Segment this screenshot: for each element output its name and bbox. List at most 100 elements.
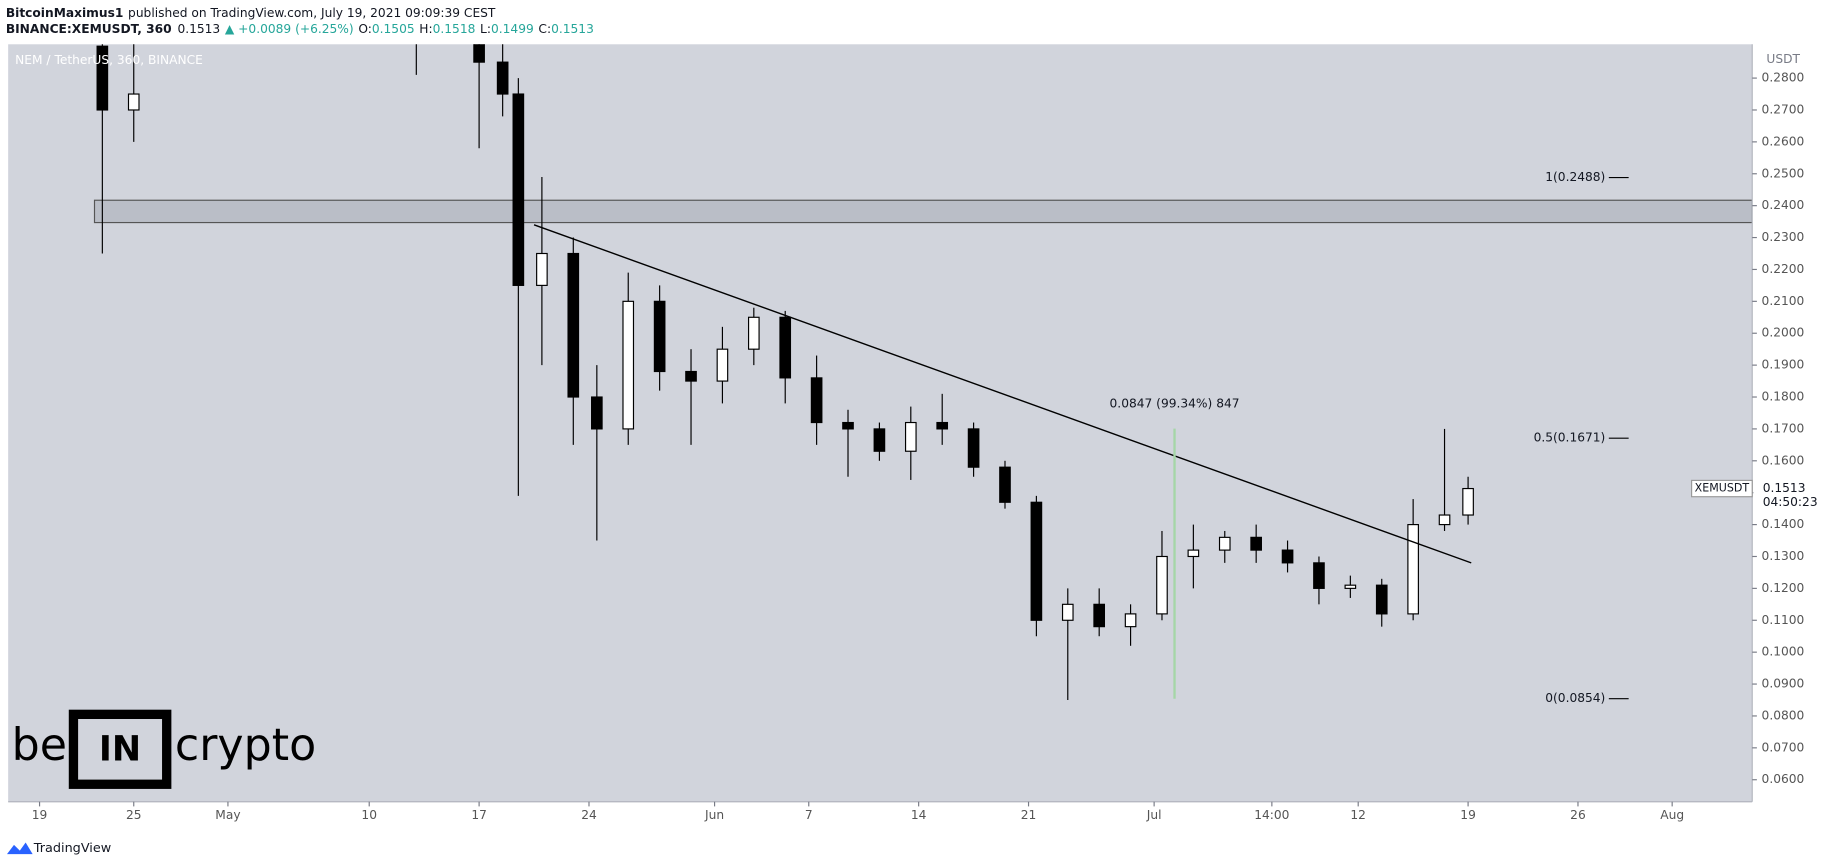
y-tick-label: 0.2300: [1762, 230, 1805, 244]
y-tick-label: 0.0900: [1762, 677, 1805, 691]
y-tick-label: 0.2500: [1762, 166, 1805, 180]
x-tick-label: 17: [471, 808, 487, 822]
o-label: O:: [358, 22, 372, 36]
plot-background: [8, 44, 1753, 802]
price: 0.1513: [177, 22, 220, 36]
x-tick-label: 26: [1570, 808, 1586, 822]
candle-body: [1250, 536, 1262, 551]
l-value: 0.1499: [491, 22, 534, 36]
candle-body: [1281, 549, 1294, 564]
y-tick-label: 0.1900: [1762, 358, 1805, 372]
y-tick-label: 0.2600: [1762, 134, 1805, 148]
candle-body: [936, 421, 949, 430]
candle-body: [967, 428, 980, 468]
watermark-box: [68, 709, 172, 789]
watermark-left: be: [12, 720, 67, 771]
author: BitcoinMaximus1: [6, 5, 124, 19]
symbol-label: XEMUSDT: [1695, 482, 1750, 495]
change: ▲ +0.0089 (+6.25%): [225, 22, 354, 36]
y-tick-label: 0.0600: [1762, 772, 1805, 786]
candle-body: [536, 252, 548, 286]
x-tick-label: 19: [1460, 808, 1476, 822]
o-value: 0.1505: [372, 22, 415, 36]
candle-body: [904, 421, 917, 452]
x-tick-label: Aug: [1660, 808, 1684, 822]
y-tick-label: 0.1000: [1762, 645, 1805, 659]
y-tick-label: 0.1600: [1762, 453, 1805, 467]
candle-body: [473, 44, 485, 63]
trendline: [533, 224, 1472, 564]
candle-body: [747, 316, 760, 350]
countdown-label: 04:50:23: [1763, 495, 1818, 509]
candle-body: [653, 300, 666, 373]
y-tick-label: 0.0800: [1762, 708, 1805, 722]
candle-body: [842, 421, 854, 430]
candle-body: [1438, 514, 1451, 526]
c-label: C:: [538, 22, 551, 36]
candle-body: [1156, 555, 1168, 615]
header-line-2: BINANCE:XEMUSDT, 360 0.1513 ▲ +0.0089 (+6.…: [6, 22, 594, 36]
y-tick-label: 0.2800: [1762, 71, 1805, 85]
candle-body: [96, 45, 109, 111]
y-tick-label: 0.1300: [1762, 549, 1805, 563]
candle-body: [127, 93, 140, 111]
x-tick-label: 14: [911, 808, 927, 822]
l-label: L:: [480, 22, 491, 36]
y-tick-label: 0.1200: [1762, 581, 1805, 595]
watermark-right: crypto: [175, 720, 316, 771]
footer-logo: [6, 842, 33, 855]
h-label: H:: [419, 22, 432, 36]
header-line-1: BitcoinMaximus1 published on TradingView.…: [6, 5, 496, 19]
candle-body: [512, 93, 525, 286]
y-tick-label: 0.1800: [1762, 390, 1805, 404]
candle-body: [1124, 613, 1137, 628]
candle-body: [1187, 549, 1200, 558]
watermark: be IN crypto: [12, 709, 316, 789]
measure-label: 0.0847 (99.34%) 847: [1110, 397, 1240, 411]
x-tick-label: 25: [126, 808, 142, 822]
candle-body: [1030, 501, 1043, 621]
candle-body: [1462, 487, 1474, 516]
candle-body: [1344, 584, 1357, 589]
published: published on TradingView.com, July 19, 2…: [128, 5, 496, 19]
x-tick-label: 10: [361, 808, 377, 822]
x-tick-label: 12: [1350, 808, 1366, 822]
candle-body: [496, 61, 509, 95]
y-tick-label: 0.2400: [1762, 198, 1805, 212]
candle-body: [873, 428, 886, 452]
x-tick-label: May: [215, 808, 240, 822]
footer-text: TradingView: [33, 841, 111, 856]
fib-level-label: 0(0.0854): [1545, 691, 1605, 705]
candle-body: [716, 348, 729, 382]
fib-level-label: 1(0.2488): [1545, 170, 1605, 184]
candle-body: [1218, 536, 1231, 551]
x-tick-label: 19: [32, 808, 48, 822]
candle-body: [779, 316, 792, 379]
x-tick-label: 14:00: [1254, 808, 1289, 822]
y-tick-label: 0.1700: [1762, 421, 1805, 435]
candle-body: [567, 252, 580, 398]
symbol: BINANCE:XEMUSDT, 360: [6, 22, 172, 36]
y-unit: USDT: [1766, 52, 1800, 66]
chart-title: NEM / TetherUS, 360, BINANCE: [15, 53, 203, 67]
watermark-box-text: IN: [99, 729, 141, 769]
candle-body: [1313, 562, 1325, 589]
fib-level-label: 0.5(0.1671): [1534, 431, 1606, 445]
y-tick-label: 0.2000: [1762, 326, 1805, 340]
resistance-zone: [93, 199, 1753, 224]
y-tick-label: 0.2200: [1762, 262, 1805, 276]
y-tick-label: 0.2700: [1762, 102, 1805, 116]
plot: [93, 44, 1753, 701]
candle-body: [1407, 524, 1419, 615]
candle-body: [622, 300, 635, 430]
candle-body: [810, 377, 823, 424]
candle-body: [1093, 603, 1106, 628]
candle-body: [685, 370, 697, 382]
y-tick-label: 0.0700: [1762, 740, 1805, 754]
x-tick-label: 21: [1021, 808, 1037, 822]
candle-body: [999, 466, 1011, 503]
candle-body: [591, 396, 603, 430]
x-tick-label: 7: [805, 808, 813, 822]
symbol-box: [1691, 479, 1753, 498]
